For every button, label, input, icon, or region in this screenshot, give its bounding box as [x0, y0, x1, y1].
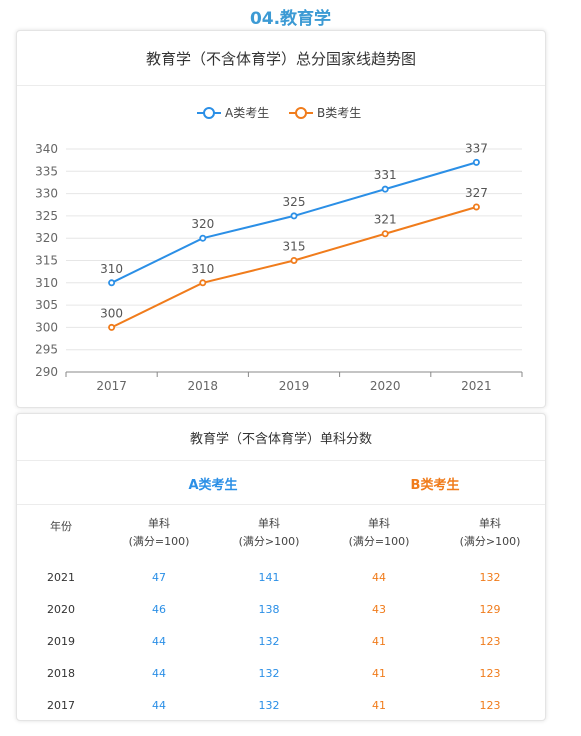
table-body: 年份 单科 (满分=100) 单科 (满分>100) 单科 (满分=100) 单科 (满分>10…: [17, 505, 545, 715]
row-year: 2018: [47, 667, 75, 680]
b-single-100: 41: [372, 635, 386, 648]
b-single-100: 41: [372, 699, 386, 712]
y-tick-label: 310: [35, 276, 58, 290]
b-single-over-100: 123: [479, 667, 501, 680]
data-point: [290, 256, 298, 264]
x-tick-label: 2017: [96, 379, 127, 393]
data-label: 337: [465, 141, 488, 155]
legend-label-1: A类考生: [225, 106, 269, 120]
a-single-100: 46: [152, 603, 166, 616]
data-label: 300: [100, 306, 123, 320]
y-tick-label: 315: [35, 254, 58, 268]
section-title: 04.教育学: [249, 9, 332, 29]
score-column-header: 单科 (满分=100): [129, 515, 190, 551]
legend-marker-2: [295, 107, 307, 119]
data-label: 320: [191, 217, 214, 231]
a-single-100: 44: [152, 667, 166, 680]
y-tick-label: 335: [35, 164, 58, 178]
data-point: [290, 212, 298, 220]
legend-label-2: B类考生: [317, 106, 361, 120]
a-single-over-100: 141: [258, 571, 280, 584]
data-label: 321: [374, 213, 397, 227]
legend-marker-1: [203, 107, 215, 119]
column-header-line2: (满分=100): [348, 535, 410, 548]
y-tick-label: 295: [35, 343, 58, 357]
b-single-over-100: 123: [479, 635, 501, 648]
line-chart: A类考生 B类考生 290 295 300 305 310 315 320 325 330 335 34…: [35, 106, 523, 393]
column-header-line2: (满分>100): [238, 535, 300, 548]
b-single-over-100: 123: [479, 699, 501, 712]
group-a-label: A类考生: [188, 478, 238, 493]
data-label: 331: [374, 168, 397, 182]
data-label: 315: [283, 240, 306, 254]
y-tick-label: 305: [35, 298, 58, 312]
y-tick-label: 330: [35, 187, 58, 201]
data-point: [199, 279, 207, 287]
column-header-line1: 单科: [147, 517, 170, 530]
score-column-header: 单科 (满分=100): [349, 515, 410, 551]
column-header-line1: 单科: [478, 517, 501, 530]
score-column-header: 单科 (满分>100): [239, 515, 300, 551]
score-column-header: 单科 (满分>100): [460, 515, 521, 551]
chart-card: 教育学（不含体育学）总分国家线趋势图 A类考生 B类考生 290 295 300 305 3…: [16, 30, 546, 408]
data-point: [199, 234, 207, 242]
group-b-label: B类考生: [410, 478, 460, 493]
row-year: 2019: [47, 635, 75, 648]
table-title: 教育学（不含体育学）单科分数: [17, 414, 545, 461]
year-column-header: 年份: [50, 520, 72, 533]
a-single-over-100: 132: [258, 699, 280, 712]
data-point: [381, 185, 389, 193]
x-tick-label: 2018: [188, 379, 219, 393]
data-label: 310: [191, 262, 214, 276]
data-label: 325: [283, 195, 306, 209]
a-single-100: 47: [152, 571, 166, 584]
series-line-2: [111, 206, 477, 329]
row-year: 2017: [47, 699, 75, 712]
data-point: [472, 203, 480, 211]
a-single-over-100: 132: [258, 635, 280, 648]
x-tick-label: 2020: [370, 379, 401, 393]
data-point: [381, 230, 389, 238]
x-tick-label: 2019: [279, 379, 310, 393]
data-point: [108, 323, 116, 331]
a-single-over-100: 132: [258, 667, 280, 680]
column-header-line2: (满分=100): [128, 535, 190, 548]
data-point: [472, 158, 480, 166]
data-point: [108, 279, 116, 287]
y-tick-label: 340: [35, 142, 58, 156]
y-tick-label: 320: [35, 231, 58, 245]
b-single-100: 43: [372, 603, 386, 616]
a-single-100: 44: [152, 635, 166, 648]
score-table-card: 教育学（不含体育学）单科分数 A类考生 B类考生 年份 单科 (满分=100) 单科 (…: [16, 413, 546, 721]
b-single-over-100: 132: [479, 571, 501, 584]
column-header-line1: 单科: [367, 517, 390, 530]
row-year: 2020: [47, 603, 75, 616]
y-tick-label: 300: [35, 320, 58, 334]
group-header-row: A类考生 B类考生: [17, 461, 545, 505]
y-tick-label: 290: [35, 365, 58, 379]
y-tick-label: 325: [35, 209, 58, 223]
b-single-over-100: 129: [479, 603, 501, 616]
data-label: 310: [100, 262, 123, 276]
data-label: 327: [465, 186, 488, 200]
a-single-100: 44: [152, 699, 166, 712]
x-tick-label: 2021: [461, 379, 492, 393]
column-header-line1: 单科: [257, 517, 280, 530]
b-single-100: 44: [372, 571, 386, 584]
a-single-over-100: 138: [258, 603, 280, 616]
row-year: 2021: [47, 571, 75, 584]
column-header-line2: (满分>100): [459, 535, 521, 548]
chart-title: 教育学（不含体育学）总分国家线趋势图: [17, 31, 545, 86]
b-single-100: 41: [372, 667, 386, 680]
